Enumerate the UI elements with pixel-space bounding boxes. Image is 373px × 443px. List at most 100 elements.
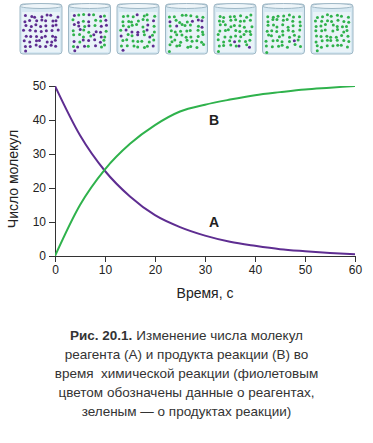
molecule bbox=[336, 39, 339, 42]
series-line bbox=[55, 86, 355, 254]
molecule bbox=[92, 33, 95, 36]
molecule bbox=[281, 40, 284, 43]
molecule bbox=[29, 29, 32, 32]
molecule bbox=[239, 35, 242, 38]
molecule bbox=[282, 19, 285, 22]
molecule bbox=[72, 45, 75, 48]
molecule bbox=[46, 40, 49, 43]
molecule bbox=[265, 40, 268, 43]
molecule bbox=[122, 49, 125, 52]
molecule bbox=[168, 20, 171, 23]
molecule bbox=[197, 18, 200, 21]
molecule bbox=[229, 25, 232, 28]
molecule bbox=[239, 14, 242, 17]
molecule bbox=[321, 39, 324, 42]
molecule bbox=[281, 34, 284, 37]
tick-label: 50 bbox=[33, 79, 47, 93]
molecule bbox=[170, 40, 173, 43]
series-label: В bbox=[209, 112, 219, 128]
molecule bbox=[248, 30, 251, 33]
molecule bbox=[146, 28, 149, 31]
molecule bbox=[336, 25, 339, 28]
molecule bbox=[326, 44, 329, 47]
molecule bbox=[191, 40, 194, 43]
molecule bbox=[92, 13, 95, 16]
molecule bbox=[178, 21, 181, 24]
molecule bbox=[219, 23, 222, 26]
caption-line: реагента (А) и продукта реакции (В) во bbox=[65, 347, 309, 362]
molecule bbox=[347, 40, 350, 43]
molecule bbox=[168, 50, 171, 53]
molecule bbox=[281, 44, 284, 47]
molecule bbox=[143, 33, 146, 36]
molecule bbox=[170, 29, 173, 32]
caption-line: зеленым — о продуктах реакции) bbox=[82, 404, 292, 419]
molecule bbox=[278, 35, 281, 38]
caption-line: Рис. 20.1.Изменение числа молекул bbox=[70, 328, 303, 343]
tick: 50 bbox=[33, 79, 55, 93]
tick-label: 20 bbox=[149, 263, 163, 277]
molecule bbox=[195, 46, 198, 49]
molecule bbox=[153, 25, 156, 28]
molecule bbox=[49, 14, 52, 17]
molecule bbox=[335, 36, 338, 39]
beaker-glass bbox=[166, 4, 208, 54]
molecule bbox=[77, 24, 80, 27]
molecule bbox=[100, 45, 103, 48]
tick-mark bbox=[155, 256, 156, 262]
tick-label: 50 bbox=[299, 263, 313, 277]
molecule bbox=[292, 24, 295, 27]
plot-area bbox=[55, 86, 355, 256]
molecule bbox=[28, 19, 31, 22]
molecule bbox=[288, 13, 291, 16]
series-line bbox=[55, 86, 355, 256]
tick-label: 40 bbox=[33, 113, 47, 127]
tick-mark bbox=[255, 256, 256, 262]
molecule bbox=[185, 29, 188, 32]
molecule bbox=[224, 29, 227, 32]
molecule bbox=[29, 35, 32, 38]
beaker-liquid bbox=[216, 12, 254, 52]
molecule bbox=[35, 19, 38, 22]
molecule bbox=[82, 29, 85, 32]
molecule bbox=[151, 34, 154, 37]
molecule bbox=[291, 20, 294, 23]
beaker-liquid bbox=[265, 12, 303, 52]
molecule bbox=[28, 41, 31, 44]
molecule bbox=[34, 30, 37, 33]
molecule bbox=[270, 29, 273, 32]
molecule bbox=[299, 21, 302, 24]
tick-mark bbox=[49, 188, 55, 189]
molecule bbox=[267, 34, 270, 37]
molecule bbox=[271, 45, 274, 48]
molecule bbox=[24, 45, 27, 48]
molecule bbox=[218, 44, 221, 47]
molecule bbox=[152, 38, 155, 41]
molecule bbox=[228, 39, 231, 42]
molecule bbox=[122, 15, 125, 18]
molecule bbox=[40, 30, 43, 33]
molecule bbox=[186, 20, 189, 23]
molecule bbox=[105, 24, 108, 27]
axis-line bbox=[55, 87, 56, 257]
molecule bbox=[120, 44, 123, 47]
tick-mark bbox=[49, 120, 55, 121]
beaker-glass bbox=[69, 4, 111, 54]
molecule bbox=[248, 46, 251, 49]
molecule bbox=[146, 18, 149, 21]
tick-label: 30 bbox=[199, 263, 213, 277]
molecule bbox=[265, 51, 268, 54]
tick-label: 0 bbox=[39, 249, 46, 263]
molecule bbox=[315, 40, 318, 43]
molecule bbox=[325, 35, 328, 38]
molecule bbox=[103, 44, 106, 47]
molecule bbox=[250, 25, 253, 28]
molecule bbox=[24, 24, 27, 27]
molecule bbox=[336, 28, 339, 31]
molecule bbox=[142, 18, 145, 21]
molecule bbox=[293, 39, 296, 42]
tick: 10 bbox=[99, 256, 113, 277]
molecule bbox=[83, 45, 86, 48]
tick: 20 bbox=[149, 256, 163, 277]
molecule bbox=[326, 39, 329, 42]
